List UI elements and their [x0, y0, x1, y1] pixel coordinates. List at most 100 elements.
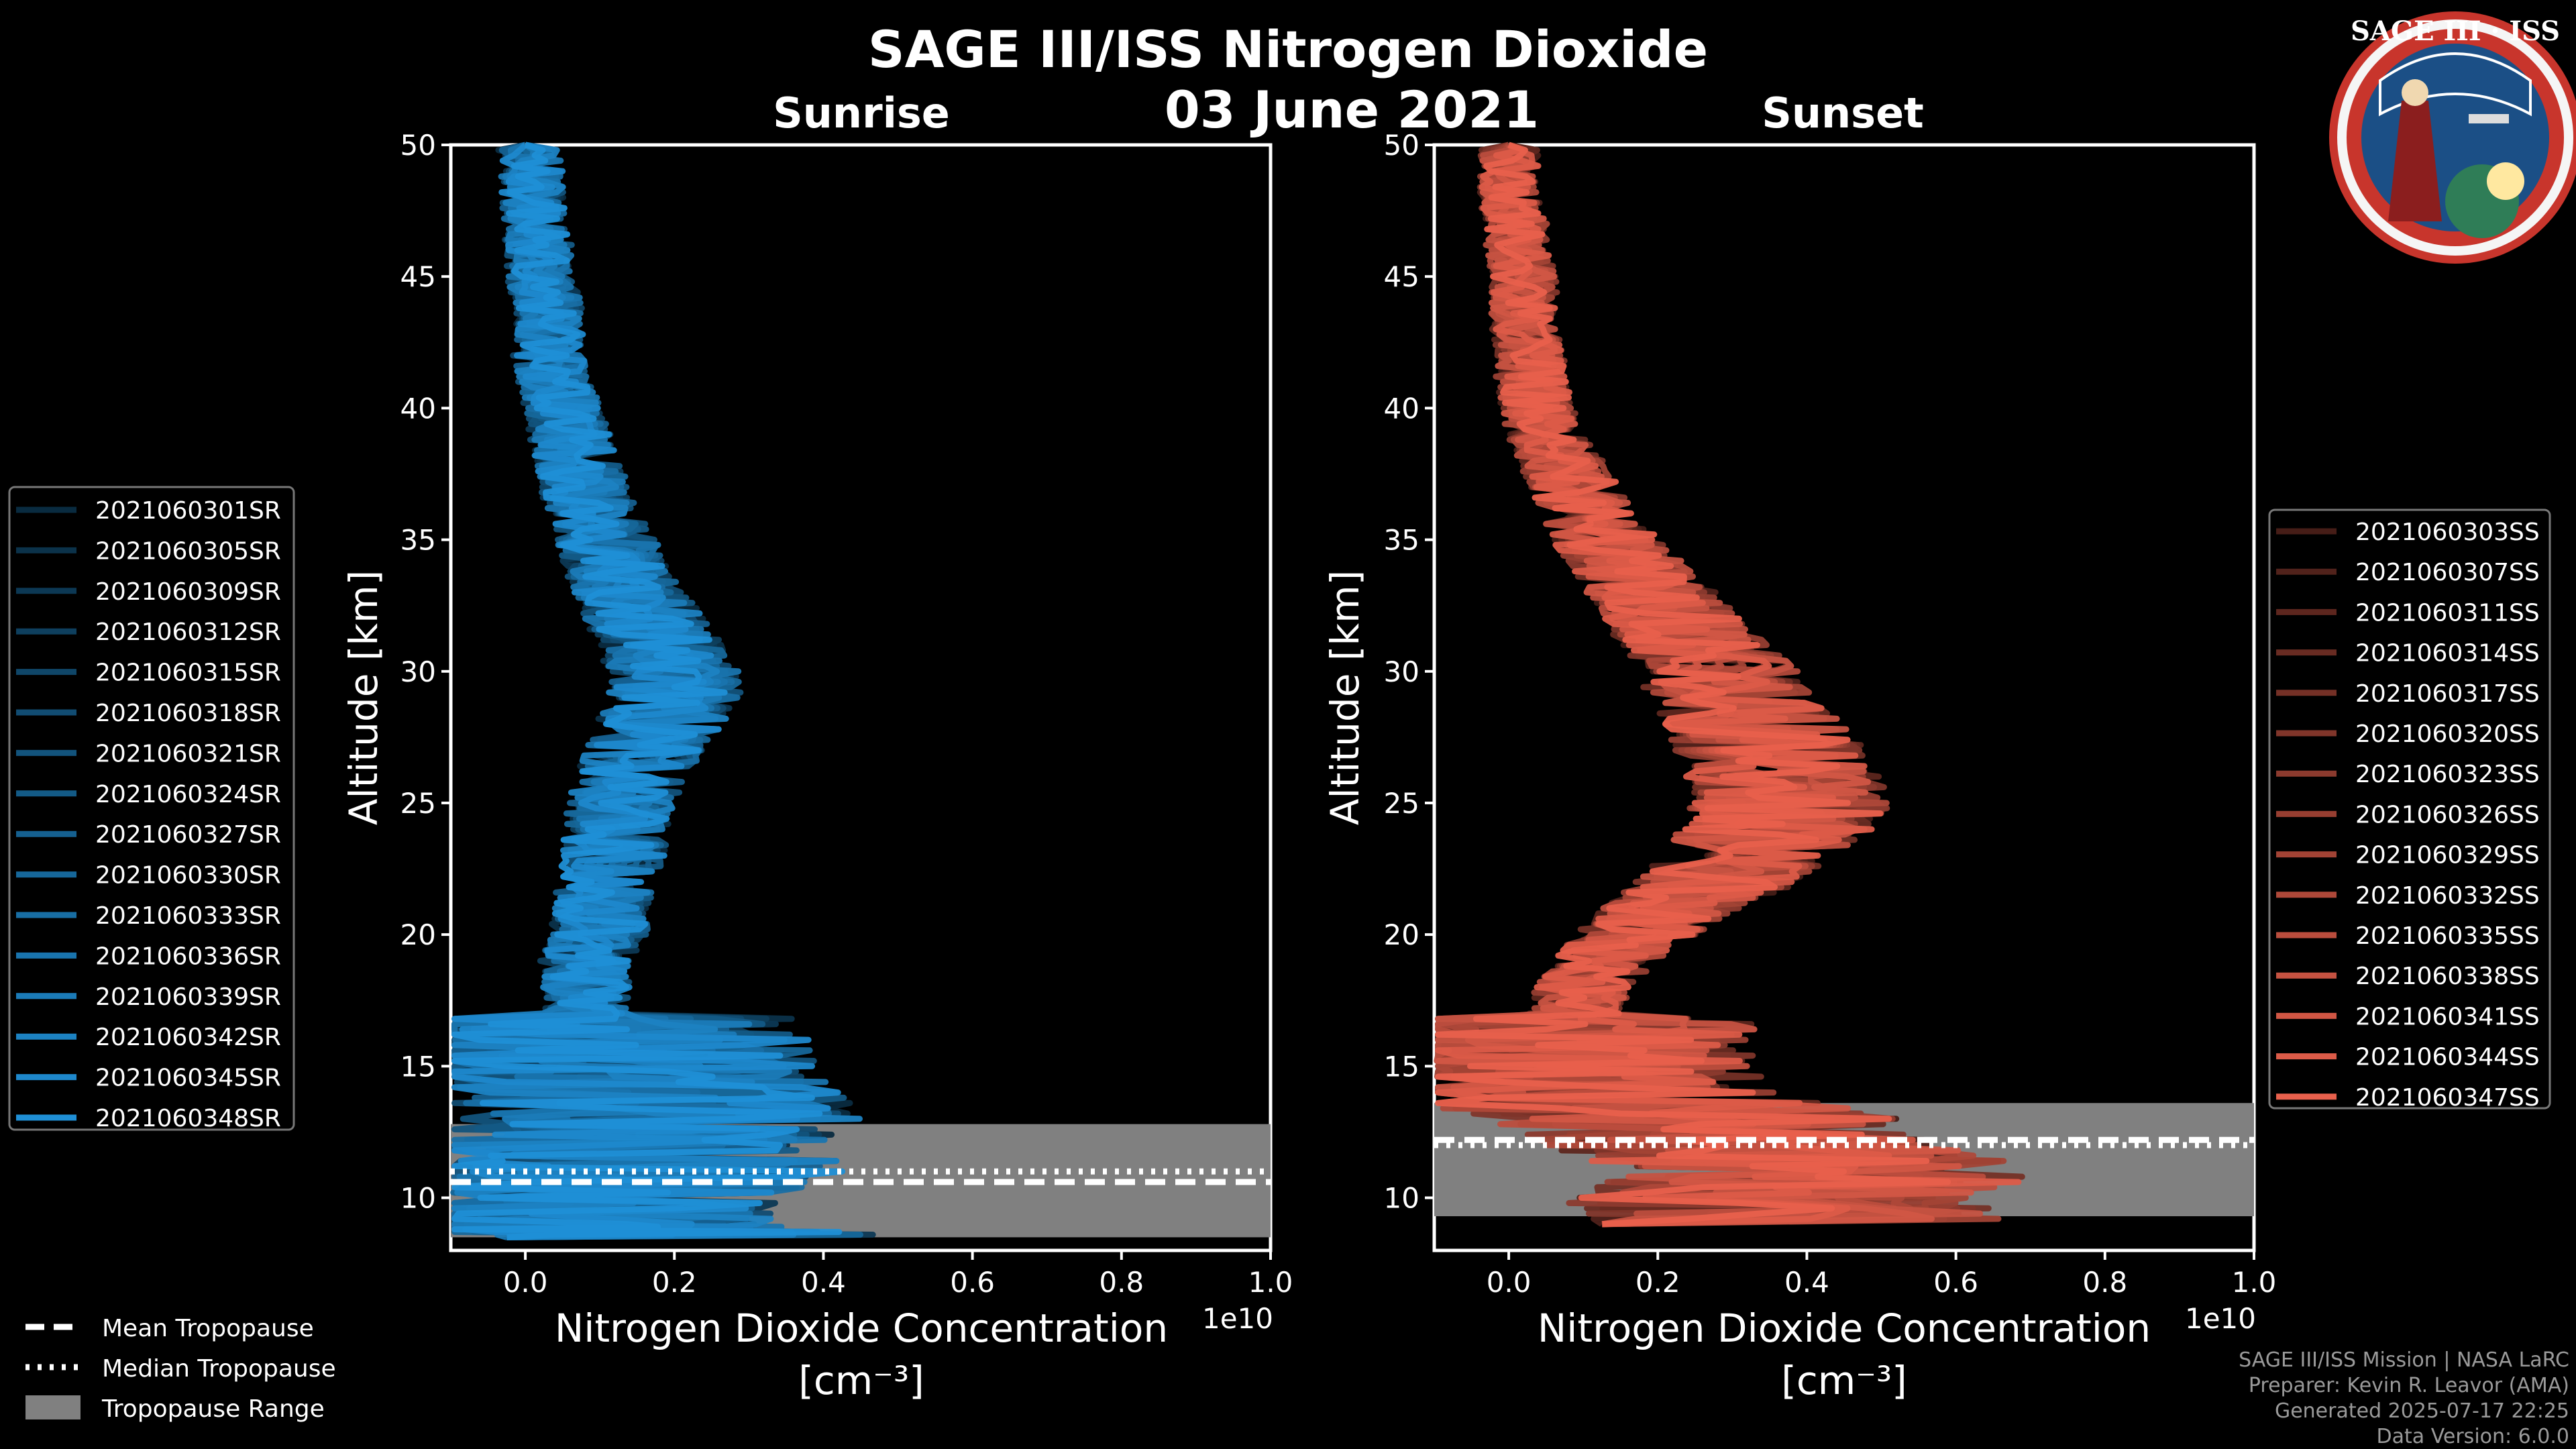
legend-label-2021060326SS: 2021060326SS [2355, 801, 2540, 828]
sunrise-legend-frame [8, 486, 295, 1131]
credit-line-3: Generated 2025-07-17 22:25 [2275, 1399, 2569, 1423]
figure-date: 03 June 2021 [1165, 80, 1539, 140]
legend-label-2021060320SS: 2021060320SS [2355, 720, 2540, 748]
profile-line-2021060347SS [1435, 142, 1951, 1228]
sunrise-profiles [450, 142, 876, 1240]
legend-label-2021060341SS: 2021060341SS [2355, 1003, 2540, 1030]
figure-title: SAGE III/ISS Nitrogen Dioxide [868, 19, 1708, 79]
logo-figure-head [2402, 79, 2428, 106]
legend-label-2021060348SR: 2021060348SR [95, 1105, 281, 1132]
y-tick-label: 25 [400, 787, 436, 820]
sunrise-x-axis-label: Nitrogen Dioxide Concentration [555, 1305, 1168, 1351]
x-tick-label: 0.6 [950, 1266, 995, 1299]
legend-label-2021060335SS: 2021060335SS [2355, 922, 2540, 950]
x-tick-label: 1.0 [2232, 1266, 2277, 1299]
profile-line-2021060344SS [1435, 142, 2022, 1228]
y-tick-label: 20 [1384, 918, 1419, 951]
y-tick-label: 35 [1384, 524, 1419, 557]
legend-label-2021060332SS: 2021060332SS [2355, 882, 2540, 910]
sunset-legend-frame [2268, 508, 2551, 1110]
legend-label-2021060333SR: 2021060333SR [95, 902, 281, 930]
sunrise-axis-ticks: 0.0 0.2 0.4 0.6 0.8 1.0 10 15 20 25 30 35 40 45 50 [400, 129, 1293, 1299]
legend-label-2021060305SR: 2021060305SR [95, 537, 281, 565]
sunset-x-offset-label: 1e10 [2185, 1302, 2256, 1335]
legend-label-2021060323SS: 2021060323SS [2355, 761, 2540, 788]
credit-line-1: SAGE III/ISS Mission | NASA LaRC [2239, 1348, 2569, 1372]
x-tick-label: 0.2 [652, 1266, 697, 1299]
y-tick-label: 10 [400, 1182, 436, 1215]
sunset-x-axis-label: Nitrogen Dioxide Concentration [1538, 1305, 2151, 1351]
legend-label-2021060312SR: 2021060312SR [95, 619, 281, 646]
sunrise-x-axis-unit: [cm⁻³] [798, 1358, 924, 1403]
sunrise-plot: 0.0 0.2 0.4 0.6 0.8 1.0 10 15 20 25 30 35 40 45 50 Alt… [341, 129, 1293, 1403]
legend-label-2021060309SR: 2021060309SR [95, 578, 281, 606]
sunrise-y-axis-label: Altitude [km] [341, 570, 386, 825]
legend-label-2021060318SR: 2021060318SR [95, 700, 281, 727]
legend-label-2021060315SR: 2021060315SR [95, 659, 281, 687]
legend-label-2021060347SS: 2021060347SS [2355, 1084, 2540, 1112]
sunrise-x-offset-label: 1e10 [1202, 1302, 1273, 1335]
profile-line-2021060348SR [451, 142, 846, 1240]
x-tick-label: 0.4 [801, 1266, 846, 1299]
y-tick-label: 25 [1384, 787, 1419, 820]
legend-label-2021060301SR: 2021060301SR [95, 497, 281, 525]
logo-figure-robe [2388, 101, 2442, 221]
sunrise-legend: 2021060301SR 2021060305SR 2021060309SR 2021… [8, 486, 295, 1132]
legend-label-2021060311SS: 2021060311SS [2355, 599, 2540, 627]
legend-label-2021060345SR: 2021060345SR [95, 1065, 281, 1092]
tropopause-legend: Mean Tropopause Median Tropopause Tropop… [25, 1315, 336, 1423]
legend-label-2021060317SS: 2021060317SS [2355, 680, 2540, 708]
legend-label-2021060307SS: 2021060307SS [2355, 559, 2540, 586]
legend-label-2021060329SS: 2021060329SS [2355, 842, 2540, 869]
y-tick-label: 15 [400, 1050, 436, 1083]
sunset-axis-ticks: 0.0 0.2 0.4 0.6 0.8 1.0 10 15 20 25 30 35 40 45 50 [1384, 129, 2277, 1299]
legend-label-2021060314SS: 2021060314SS [2355, 640, 2540, 667]
y-tick-label: 30 [1384, 655, 1419, 688]
y-tick-label: 10 [1384, 1182, 1419, 1215]
x-tick-label: 0.2 [1635, 1266, 1680, 1299]
median-tropopause-label: Median Tropopause [102, 1355, 336, 1383]
sage-iii-iss-logo: SAGE III · ISS [2329, 11, 2576, 264]
legend-label-2021060336SR: 2021060336SR [95, 943, 281, 970]
y-tick-label: 50 [1384, 129, 1419, 162]
sunset-legend: 2021060303SS 2021060307SS 2021060311SS 2021… [2268, 508, 2551, 1112]
tropopause-range-swatch [25, 1395, 80, 1419]
mean-tropopause-label: Mean Tropopause [102, 1315, 314, 1342]
x-tick-label: 1.0 [1248, 1266, 1293, 1299]
sunset-plot: 0.0 0.2 0.4 0.6 0.8 1.0 10 15 20 25 30 35 40 45 50 Alt… [1322, 129, 2276, 1403]
sunset-y-axis-label: Altitude [km] [1322, 570, 1368, 825]
y-tick-label: 50 [400, 129, 436, 162]
credits: SAGE III/ISS Mission | NASA LaRC Prepare… [2239, 1348, 2569, 1448]
profile-line-2021060345SR [451, 142, 841, 1240]
logo-station [2469, 114, 2509, 123]
x-tick-label: 0.8 [1099, 1266, 1144, 1299]
y-tick-label: 45 [1384, 260, 1419, 293]
sunset-x-axis-unit: [cm⁻³] [1781, 1358, 1907, 1403]
x-tick-label: 0.8 [2082, 1266, 2127, 1299]
sunset-profiles [1434, 142, 2025, 1228]
y-tick-label: 40 [1384, 392, 1419, 425]
y-tick-label: 15 [1384, 1050, 1419, 1083]
logo-text: SAGE III · ISS [2351, 15, 2560, 47]
legend-label-2021060303SS: 2021060303SS [2355, 519, 2540, 546]
credit-line-2: Preparer: Kevin R. Leavor (AMA) [2249, 1374, 2569, 1397]
legend-label-2021060327SR: 2021060327SR [95, 821, 281, 849]
y-tick-label: 40 [400, 392, 436, 425]
tropopause-range-label: Tropopause Range [101, 1395, 325, 1423]
legend-label-2021060330SR: 2021060330SR [95, 862, 281, 890]
y-tick-label: 30 [400, 655, 436, 688]
sunset-subplot-title: Sunset [1762, 89, 1924, 138]
x-tick-label: 0.6 [1933, 1266, 1978, 1299]
sunrise-subplot-title: Sunrise [773, 89, 950, 138]
credit-line-4: Data Version: 6.0.0 [2377, 1425, 2569, 1448]
legend-label-2021060344SS: 2021060344SS [2355, 1044, 2540, 1071]
legend-label-2021060342SR: 2021060342SR [95, 1024, 281, 1051]
x-tick-label: 0.4 [1784, 1266, 1829, 1299]
legend-label-2021060338SS: 2021060338SS [2355, 963, 2540, 990]
x-tick-label: 0.0 [1487, 1266, 1532, 1299]
x-tick-label: 0.0 [503, 1266, 548, 1299]
y-tick-label: 35 [400, 524, 436, 557]
y-tick-label: 20 [400, 918, 436, 951]
legend-label-2021060339SR: 2021060339SR [95, 983, 281, 1011]
